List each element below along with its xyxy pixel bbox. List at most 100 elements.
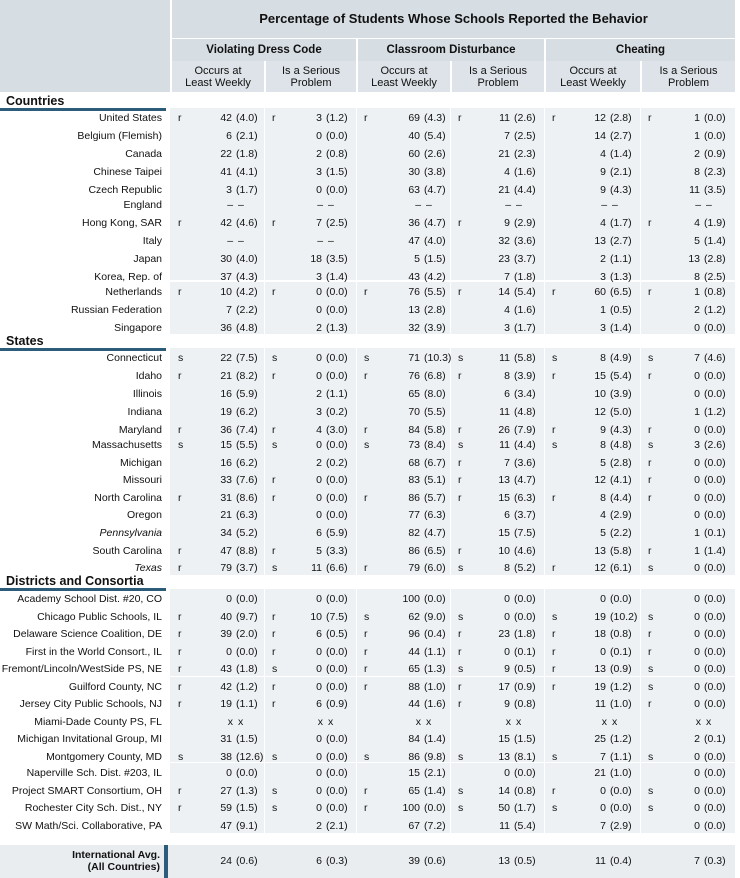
table-cell: r 10 (4.6) [0,542,735,560]
section-underline [0,348,166,351]
table-cell: 3 (1.5) [0,163,735,181]
cell-value: 6 [226,130,232,142]
table-row: Illinois 16 (5.9) 2 (1.1) 65 (8.0) 6 (3.4) 10 (3.9… [0,385,735,403]
cell-stderr: (0.9) [514,681,536,693]
cell-value: 7 [694,855,700,867]
table-cell: 0 (0.0) [0,764,735,782]
subheader-5: Is a Serious Problem [642,61,735,92]
table-cell: 11 (1.0) [0,695,735,713]
cell-flag: s [648,439,654,451]
cell-stderr: (3.5) [326,253,348,265]
column-separator [544,61,545,839]
cell-value: 30 [408,166,420,178]
table-cell: r 18 (0.8) [0,625,735,643]
table-cell: – – [0,232,735,250]
cell-stderr: (4.7) [514,474,536,487]
cell-value: 5 [600,527,606,539]
cell-value: 84 [408,424,420,436]
cell-value: 60 [594,286,606,298]
table-cell: 2 (1.3) [0,319,735,337]
cell-stderr: (1.2) [236,681,258,693]
cell-flag: r [458,681,462,693]
cell-stderr: (5.8) [424,424,446,436]
cell-value: 5 [694,235,700,247]
table-cell: 2 (0.9) [0,145,735,163]
cell-value: 68 [408,456,420,469]
cell-value: 1 [600,304,606,316]
cell-value: 0 [316,509,322,522]
cell-value: – – [317,235,335,247]
table-cell: 10 (3.9) [0,385,735,403]
subheader-2: Occurs at Least Weekly [358,61,450,92]
table-cell: 7 (0.3) [0,852,735,870]
table-row: Academy School Dist. #20, CO 0 (0.0) 0 (0.0)… [0,590,735,608]
section-header: Countries [6,94,65,108]
cell-stderr: (4.4) [514,439,536,451]
cell-value: 36 [220,424,232,436]
cell-stderr: (0.2) [326,456,348,469]
table-cell: s 9 (0.5) [0,660,735,678]
table-cell: 2 (1.1) [0,385,735,403]
cell-stderr: (4.9) [610,352,632,364]
table-cell: 33 (7.6) [0,471,735,489]
cell-value: 0 [694,562,700,575]
cell-stderr: (1.6) [514,304,536,316]
row-label: England [123,199,162,211]
table-cell: 0 (0.0) [0,127,735,145]
cell-flag: r [458,491,462,504]
header-bar [172,0,735,38]
table-cell: x x [0,713,735,731]
cell-value: 65 [408,663,420,676]
cell-stderr: (4.8) [610,439,632,451]
cell-stderr: (4.3) [610,424,632,436]
cell-stderr: (5.4) [610,370,632,382]
cell-flag: s [648,352,654,364]
cell-stderr: (9.0) [424,610,446,623]
row-label: South Carolina [92,544,162,557]
table-cell: 21 (4.4) [0,181,735,199]
table-cell: s 0 (0.0) [0,660,735,678]
table-cell: 0 (0.0) [0,590,735,608]
cell-stderr: (5.4) [424,130,446,142]
table-cell: 86 (6.5) [0,542,735,560]
cell-value: 0 [316,184,322,196]
cell-flag: r [364,562,368,575]
cell-stderr: (0.9) [610,663,632,676]
table-cell: – – [0,196,735,214]
cell-stderr: (0.0) [424,593,446,605]
table-cell: r 86 (5.7) [0,489,735,507]
cell-value: 2 [316,388,322,400]
subheader-line: Occurs at [194,65,242,77]
cell-stderr: (2.8) [424,304,446,316]
table-cell: 6 (5.9) [0,524,735,542]
table-cell: 1 (1.2) [0,403,735,421]
cell-flag: r [178,663,182,676]
cell-value: 44 [408,645,420,658]
cell-stderr: (0.8) [514,698,536,711]
cell-stderr: (0.0) [704,562,726,575]
table-cell: 3 (1.3) [0,268,735,286]
cell-flag: s [648,802,654,815]
cell-value: 42 [220,112,232,124]
table-cell: 0 (0.0) [0,590,735,608]
row-label: Massachusetts [91,439,162,451]
cell-stderr: (0.0) [326,509,348,522]
cell-stderr: (0.0) [704,509,726,522]
cell-stderr: (8.2) [236,370,258,382]
cell-value: 1 [694,130,700,142]
cell-stderr: (3.6) [514,235,536,247]
cell-value: 4 [600,509,606,522]
cell-stderr: (2.6) [704,439,726,451]
table-cell: r 9 (2.9) [0,214,735,232]
group-cheating: Cheating [546,38,735,61]
cell-value: 11 [499,406,510,418]
cell-flag: r [458,544,462,557]
table-cell: 36 (4.8) [0,319,735,337]
cell-flag: s [552,352,558,364]
cell-flag: r [364,424,368,436]
cell-value: 3 [316,112,322,124]
table-cell: 77 (6.3) [0,506,735,524]
cell-flag: r [364,491,368,504]
cell-stderr: (0.0) [704,474,726,487]
cell-stderr: (9.7) [236,610,258,623]
